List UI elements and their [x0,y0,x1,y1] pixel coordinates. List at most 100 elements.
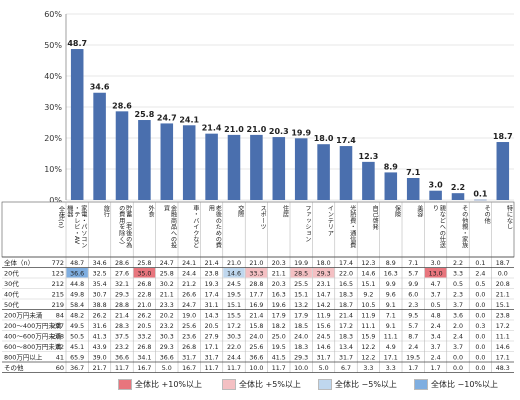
column-header-label: 光熱費・通信費 [349,204,356,249]
table-cell: 5.0 [319,365,329,372]
table-cell: 13.4 [339,344,353,351]
table-cell: 19.5 [406,355,420,362]
table-cell: 28.5 [294,271,308,278]
table-cell: 2.3 [408,302,418,309]
table-cell: 17.2 [227,323,241,330]
table-cell: 30.2 [160,281,174,288]
table-cell: 0.0 [475,355,485,362]
table-cell: 2.4 [431,355,441,362]
table-cell: 5.7 [408,271,418,278]
table-cell: 18.2 [272,323,286,330]
table-cell: 26.2 [93,313,107,320]
table-cell: 3.3 [386,365,396,372]
table-cell: 16.5 [339,281,353,288]
column-header-label: 住居 [282,204,289,218]
table-cell: 27.6 [115,271,129,278]
bar [406,177,420,200]
table-cell: 18.5 [294,323,308,330]
table-cell: 49.5 [70,323,84,330]
table-cell: 30.3 [227,334,241,341]
column-header-label: 親などへの仕送 [438,204,445,249]
table-cell: 4.7 [431,281,441,288]
table-cell: 36.6 [249,355,263,362]
column-header-label: 老後のための費 [214,204,221,249]
table-cell: 3.3 [453,271,463,278]
table-cell: 3.7 [453,344,463,351]
column-header-label: 用 [207,205,214,212]
bar [317,144,330,200]
table-cell: 24.5 [227,281,241,288]
table-cell: 0.0 [498,271,508,278]
table-cell: 6.7 [341,365,351,372]
table-cell: 19.6 [272,302,286,309]
y-tick-label: 0% [49,196,62,205]
legend-label: 全体比 −10%以上 [431,380,499,389]
table-row-n: 41 [56,354,64,362]
legend: 全体比 +10%以上 全体比 +5%以上 全体比 −5%以上 全体比 −10%以… [0,378,520,394]
bar [384,172,398,200]
table-cell: 20.8 [496,281,510,288]
column-header-label: その他 [483,205,490,225]
table-cell: 31.7 [205,355,219,362]
table-cell: 16.3 [272,292,286,299]
column-header-label: 貯蓄（老後の為 [125,204,132,249]
table-cell: 36.6 [115,355,129,362]
table-cell: 27.9 [205,334,219,341]
bar [474,199,487,201]
table-cell: 18.3 [339,292,353,299]
table-cell: 21.4 [115,313,129,320]
table-cell: 0.0 [475,302,485,309]
table-cell: 31.1 [205,302,219,309]
table-cell: 1.7 [408,365,418,372]
bar [362,161,375,200]
table-cell: 25.6 [249,344,263,351]
table-cell: 0.0 [475,334,485,341]
table-cell: 23.2 [160,323,174,330]
table-cell: 34.6 [93,260,107,267]
table-cell: 10.5 [361,302,375,309]
table-cell: 31.7 [182,355,196,362]
table-cell: 44.8 [70,281,84,288]
bar [451,193,465,200]
table-cell: 15.8 [249,323,263,330]
table-cell: 26.8 [137,281,151,288]
table-cell: 36.6 [160,355,174,362]
bar [272,137,286,200]
table-cell: 50.5 [70,334,84,341]
table-cell: 3.3 [363,365,373,372]
table-cell: 11.9 [361,313,375,320]
table-cell: 15.1 [496,302,510,309]
column-header-label: 保険 [394,204,401,218]
table-cell: 17.1 [205,344,219,351]
table-cell: 29.3 [294,355,308,362]
table-cell: 24.0 [294,334,308,341]
table-cell: 17.7 [249,292,263,299]
table-cell: 45.1 [70,344,84,351]
legend-item-plus5: 全体比 +5%以上 [222,378,301,392]
bar-value-label: 20.3 [269,127,289,136]
bar-value-label: 34.6 [90,83,110,92]
column-header-label: の費用を除く） [118,205,125,248]
table-row-label: 600〜800万円未満 [4,342,62,351]
column-header-label: 車・バイクなど [192,204,199,248]
table-cell: 12.3 [361,260,375,267]
highlight-cell [66,268,88,278]
table-cell: 23.8 [205,271,219,278]
table-cell: 9.9 [408,281,418,288]
table-cell: 21.4 [339,313,353,320]
table-cell: 22.0 [339,271,353,278]
bar [182,125,196,200]
table-cell: 11.7 [115,365,129,372]
table-cell: 23.2 [115,344,129,351]
table-cell: 14.2 [317,302,331,309]
table-cell: 20.5 [205,323,219,330]
table-cell: 48.2 [70,313,84,320]
y-tick-label: 30% [44,103,62,112]
table-cell: 7.1 [408,260,418,267]
legend-item-minus10: 全体比 −10%以上 [414,378,498,392]
table-cell: 9.2 [363,292,373,299]
bar-value-label: 21.0 [247,125,267,134]
bar [93,92,106,200]
table-cell: 35.0 [137,271,151,278]
table-cell: 24.0 [249,334,263,341]
